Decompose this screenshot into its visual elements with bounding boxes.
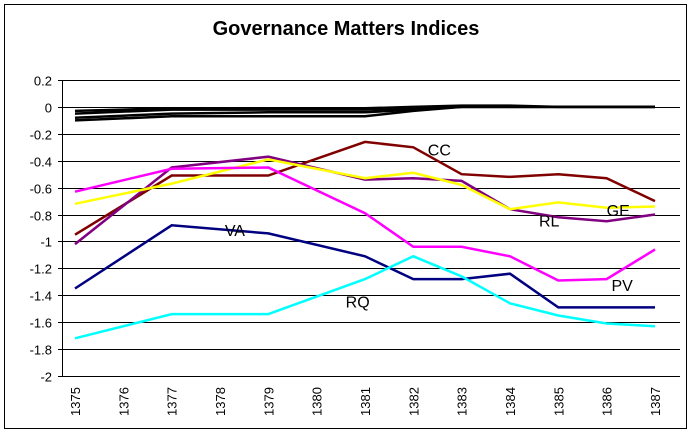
y-tick-label: -2 [40, 370, 52, 385]
y-tick-label: 0.2 [34, 74, 52, 89]
x-tick-label: 1379 [261, 387, 276, 416]
y-tick-label: -0.2 [30, 128, 52, 143]
gridlines [62, 80, 680, 377]
x-tick-label: 1380 [310, 387, 325, 416]
x-tick-label: 1376 [116, 387, 131, 416]
series-line-rq [74, 254, 656, 340]
x-tick-label: 1377 [165, 387, 180, 416]
x-axis-ticks: 1375 1376 1377 1378 1379 1380 1381 1382 1383 1384… [68, 387, 663, 416]
y-tick-label: -0.4 [30, 155, 52, 170]
annotation-va: VA [225, 223, 245, 240]
chart-title: Governance Matters Indices [212, 18, 480, 40]
x-tick-label: 1387 [648, 387, 663, 416]
y-tick-label: -1.2 [30, 262, 52, 277]
annotation-rq: RQ [346, 294, 370, 311]
x-tick-label: 1378 [213, 387, 228, 416]
x-tick-label: 1386 [600, 387, 615, 416]
series-annotations: CC RL GE PV VA RQ [225, 142, 633, 311]
annotation-cc: CC [428, 142, 451, 159]
y-tick-label: 0 [45, 101, 52, 116]
y-tick-label: -1.8 [30, 343, 52, 358]
y-tick-label: -0.8 [30, 209, 52, 224]
y-tick-label: -0.6 [30, 182, 52, 197]
series-line-va [74, 224, 655, 309]
series-line-pv [74, 166, 656, 282]
y-tick-label: -1 [40, 235, 52, 250]
x-tick-label: 1382 [406, 387, 421, 416]
series-line-black-9 [74, 105, 655, 122]
series-line-ge [74, 158, 656, 211]
series-line-cc [74, 140, 656, 236]
y-axis-ticks: 0.2 0 -0.2 -0.4 -0.6 -0.8 -1 -1.2 -1.4 -1.6 -1.8 -2 [30, 74, 62, 385]
chart-frame [4, 4, 687, 429]
y-tick-label: -1.6 [30, 316, 52, 331]
x-tick-label: 1384 [503, 387, 518, 416]
x-tick-label: 1385 [551, 387, 566, 416]
series-lines [74, 104, 656, 340]
annotation-rl: RL [539, 214, 560, 231]
annotation-pv: PV [611, 278, 633, 295]
x-tick-label: 1375 [68, 387, 83, 416]
x-tick-label: 1383 [455, 387, 470, 416]
x-tick-label: 1381 [358, 387, 373, 416]
y-tick-label: -1.4 [30, 289, 52, 304]
annotation-ge: GE [607, 203, 630, 220]
